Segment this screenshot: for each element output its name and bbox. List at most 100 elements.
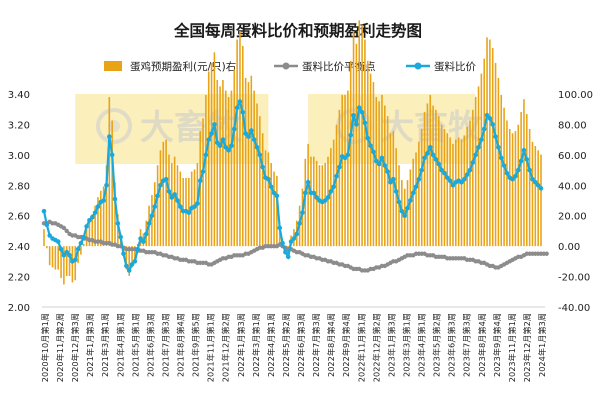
profit-bar <box>432 105 434 247</box>
profit-bar <box>261 133 264 247</box>
profit-bar <box>446 133 449 247</box>
profit-bar <box>514 131 517 247</box>
profit-bar <box>369 73 372 247</box>
x-tick-label: 2021年4月第1周 <box>115 313 125 377</box>
profit-bar <box>526 114 528 247</box>
ratio-point <box>61 252 67 258</box>
watermark-logo-icon <box>96 108 132 144</box>
ratio-point <box>271 190 277 196</box>
profit-bar <box>128 246 130 276</box>
ratio-point <box>524 157 530 162</box>
ratio-point <box>297 221 302 226</box>
ratio-point <box>402 213 407 219</box>
ratio-point <box>496 144 501 150</box>
profit-bar <box>114 182 116 247</box>
x-tick-label: 2023年4月第1周 <box>417 313 427 377</box>
breakeven-series <box>41 219 549 273</box>
ratio-point <box>101 198 106 203</box>
profit-bar <box>88 218 91 247</box>
ratio-point <box>285 254 291 260</box>
x-tick-label: 2021年11月第1周 <box>206 313 216 382</box>
ratio-point <box>459 179 464 185</box>
profit-bar <box>423 111 426 247</box>
profit-bar <box>389 133 392 247</box>
profit-bar <box>523 99 525 247</box>
profit-bar <box>420 128 423 247</box>
x-tick-label: 2022年11月第1周 <box>356 313 366 382</box>
ratio-point <box>266 176 271 182</box>
left-tick-label: 3.00 <box>8 151 30 162</box>
legend-label: 蛋鸡预期盈利(元/只)右 <box>130 60 236 73</box>
breakeven-point <box>61 225 67 231</box>
profit-bar <box>276 175 278 247</box>
profit-bar <box>267 152 270 247</box>
ratio-point <box>533 179 538 185</box>
profit-bar <box>491 48 494 247</box>
ratio-point <box>382 163 388 168</box>
ratio-point <box>246 134 251 139</box>
ratio-point <box>501 163 507 168</box>
left-tick-label: 2.60 <box>8 212 30 223</box>
ratio-point <box>243 131 248 136</box>
ratio-point <box>470 160 476 165</box>
profit-bar <box>77 246 79 264</box>
profit-bar <box>361 24 363 247</box>
ratio-point <box>334 173 339 179</box>
ratio-point <box>260 164 265 170</box>
profit-bar <box>349 60 352 247</box>
ratio-point <box>129 262 135 267</box>
profit-bar <box>256 103 258 247</box>
profit-bar <box>131 246 133 268</box>
ratio-point <box>251 137 257 142</box>
profit-bar <box>506 120 508 247</box>
ratio-point <box>152 204 158 209</box>
profit-bar <box>304 158 307 247</box>
ratio-point <box>195 201 200 206</box>
ratio-point <box>396 199 402 205</box>
profit-bar <box>480 73 483 247</box>
profit-bar <box>435 109 437 247</box>
profit-bar <box>105 165 108 247</box>
profit-bar <box>68 246 71 276</box>
ratio-point <box>408 198 413 203</box>
profit-bar <box>259 116 261 247</box>
profit-bar <box>210 62 213 247</box>
ratio-point <box>362 120 368 126</box>
x-tick-label: 2022年12月第2周 <box>371 313 381 382</box>
x-tick-label: 2021年3月第1周 <box>100 313 110 377</box>
ratio-point <box>291 236 297 241</box>
watermark-text: 大畜牧 <box>140 108 243 148</box>
profit-bar <box>97 197 99 247</box>
profit-bar <box>233 69 236 247</box>
profit-bar <box>489 39 491 247</box>
profit-bar <box>352 31 355 247</box>
profit-bar <box>455 139 457 247</box>
ratio-point <box>359 109 365 115</box>
left-tick-label: 3.20 <box>8 120 30 131</box>
profit-bar <box>236 39 238 247</box>
x-tick-label: 2022年4月第1周 <box>266 313 276 377</box>
legend-item-2: 蛋料比价 <box>406 60 476 73</box>
ratio-point <box>490 122 496 127</box>
profit-bar <box>486 37 488 247</box>
x-tick-label: 2023年8月第4周 <box>477 313 487 377</box>
x-tick-label: 2024年1月第3周 <box>537 313 547 377</box>
ratio-point <box>231 126 237 132</box>
ratio-point <box>104 182 109 188</box>
ratio-point <box>416 176 422 182</box>
ratio-point <box>234 105 240 110</box>
profit-bar <box>508 128 511 247</box>
profit-bar <box>528 128 531 247</box>
x-tick-label: 2023年12月第2周 <box>522 313 532 382</box>
left-tick-label: 2.00 <box>8 303 30 314</box>
profit-bar <box>247 82 250 247</box>
ratio-point <box>223 144 229 150</box>
ratio-point <box>388 179 393 185</box>
ratio-point <box>521 147 527 153</box>
legend-swatch <box>104 61 122 71</box>
profit-bar <box>108 97 111 247</box>
ratio-point <box>294 231 300 237</box>
x-tick-label: 2023年9月第4周 <box>492 313 502 377</box>
profit-bar <box>321 165 324 247</box>
